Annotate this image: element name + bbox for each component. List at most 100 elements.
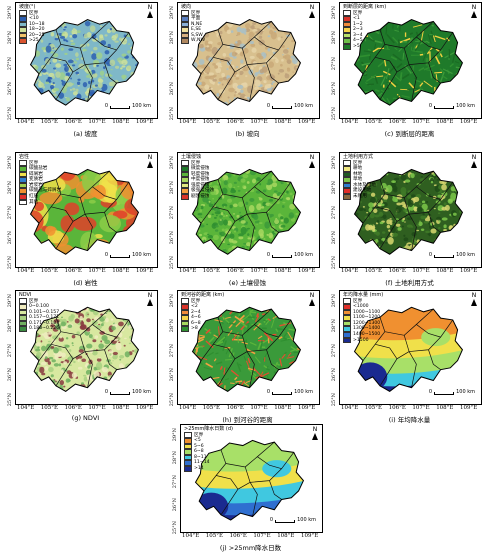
longitude-label: 107°E (88, 268, 105, 274)
legend-swatch (181, 38, 189, 44)
latitude-label: 25°N (332, 393, 337, 406)
longitude-label: 107°E (412, 405, 429, 411)
longitude-label: 105°E (41, 405, 58, 411)
longitude-label: 105°E (365, 119, 382, 125)
scale-line (110, 392, 130, 395)
map-legend: 岩性区界碳酸盐岩碎屑岩变质岩岩浆岩碳酸盐与碎屑岩红层其他 (19, 155, 61, 205)
legend-label: 2~3 (353, 27, 363, 32)
longitude-label: 107°E (250, 268, 267, 274)
scale-distance: 100 km (294, 389, 313, 395)
legend-item: >5 (343, 44, 386, 50)
longitude-label: 106°E (65, 268, 82, 274)
latitude-label: 25°N (8, 256, 13, 269)
scale-zero: 0 (105, 103, 108, 109)
latitude-label: 25°N (170, 393, 175, 406)
latitude-label: 26°N (170, 82, 175, 95)
legend-swatch (181, 194, 189, 200)
longitude-label: 105°E (41, 119, 58, 125)
latitude-label: 28°N (332, 181, 337, 194)
longitude-label: 104°E (341, 268, 358, 274)
longitude-label: 104°E (341, 405, 358, 411)
latitude-label: 28°N (170, 31, 175, 44)
map-legend: 土壤侵蚀区界微度侵蚀轻度侵蚀中度侵蚀强度侵蚀极强度侵蚀剧烈侵蚀 (181, 155, 214, 200)
longitude-label: 107°E (412, 119, 429, 125)
latitude-label: 28°N (170, 181, 175, 194)
scale-zero: 0 (429, 252, 432, 258)
latitude-label: 28°N (8, 319, 13, 332)
legend-label: <1000 (353, 304, 369, 309)
longitude-label: 109°E (298, 119, 315, 125)
panel-caption: (c) 到断层的距离 (339, 128, 480, 138)
legend-label: 平面 (191, 16, 200, 21)
scale-zero: 0 (429, 389, 432, 395)
longitude-label: 107°E (253, 533, 270, 539)
scale-distance: 100 km (132, 389, 151, 395)
latitude-label: 29°N (170, 6, 175, 19)
longitude-label: 108°E (436, 268, 453, 274)
legend-label: 未利用 (353, 194, 367, 199)
longitude-label: 109°E (460, 405, 477, 411)
legend-label: 红层 (29, 194, 38, 199)
legend-swatch (181, 326, 189, 332)
legend-swatch (343, 338, 351, 344)
longitude-label: 106°E (227, 119, 244, 125)
longitude-label: 104°E (182, 533, 199, 539)
longitude-label: 108°E (436, 119, 453, 125)
latitude-label: 28°N (332, 319, 337, 332)
longitude-label: 104°E (341, 119, 358, 125)
legend-label: >1500 (353, 338, 369, 343)
north-arrow-icon: N (146, 5, 154, 18)
latitude-label: 27°N (173, 475, 178, 488)
longitude-label: 105°E (203, 268, 220, 274)
latitude-label: 29°N (173, 428, 178, 441)
legend-item: 未利用 (343, 194, 376, 200)
scale-distance: 100 km (456, 252, 475, 258)
longitude-label: 105°E (365, 268, 382, 274)
longitude-label: 109°E (136, 405, 153, 411)
scale-line (434, 106, 454, 109)
longitude-label: 108°E (112, 119, 129, 125)
longitude-label: 108°E (112, 405, 129, 411)
scale-zero: 0 (429, 103, 432, 109)
longitude-label: 109°E (136, 268, 153, 274)
latitude-label: 26°N (8, 231, 13, 244)
latitude-label: 27°N (8, 57, 13, 70)
scale-line (434, 392, 454, 395)
scale-distance: 100 km (132, 103, 151, 109)
north-arrow-icon: N (470, 155, 478, 168)
scale-distance: 100 km (456, 389, 475, 395)
latitude-label: 25°N (170, 107, 175, 120)
scale-line (272, 255, 292, 258)
north-arrow-icon: N (308, 5, 316, 18)
legend-label: 1400~1500 (353, 332, 380, 337)
legend-label: <2 (191, 304, 198, 309)
scale-distance: 100 km (294, 252, 313, 258)
panel-caption: (e) 土壤侵蚀 (177, 277, 318, 287)
panel-caption: (a) 坡度 (15, 128, 156, 138)
scale-zero: 0 (267, 389, 270, 395)
latitude-label: 26°N (170, 231, 175, 244)
scale-distance: 100 km (456, 103, 475, 109)
legend-label: >14 (194, 466, 204, 471)
north-arrow-icon: N (308, 155, 316, 168)
panel-caption: (g) NDVI (15, 414, 156, 422)
legend-label: 18~20 (29, 27, 45, 32)
scale-line (110, 255, 130, 258)
north-arrow-icon: N (470, 293, 478, 306)
panel-caption: (b) 坡向 (177, 128, 318, 138)
latitude-label: 27°N (332, 57, 337, 70)
latitude-label: 29°N (332, 156, 337, 169)
latitude-label: 27°N (332, 206, 337, 219)
longitude-label: 108°E (436, 405, 453, 411)
longitude-label: 109°E (298, 405, 315, 411)
